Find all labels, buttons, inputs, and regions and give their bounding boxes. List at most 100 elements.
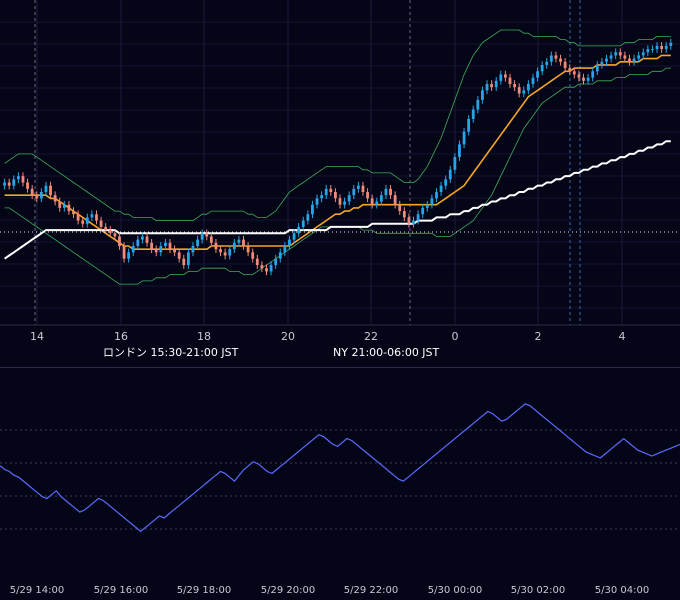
oscillator-grid [0,429,680,530]
candle-up [471,109,475,119]
candle-up [453,157,457,170]
candle-down [177,252,181,259]
candle-up [536,71,539,78]
candle-down [660,45,664,50]
candle-up [136,239,140,246]
candle-up [467,118,471,132]
candle-down [366,192,369,199]
candle-up [448,169,452,180]
oscillator-panel [0,368,680,580]
candle-down [389,188,392,196]
candle-down [513,84,516,88]
candle-down [572,71,576,75]
candle-up [12,179,16,186]
oscillator-x-tick: 5/30 02:00 [510,585,566,596]
candle-down [577,74,581,78]
candle-down [559,58,562,62]
session-tokyo [0,342,98,363]
candle-up [425,204,429,208]
candle-down [246,246,250,253]
candle-up [416,214,420,221]
candle-up [655,45,659,50]
candle-down [173,249,176,253]
candle-up [476,99,480,110]
candle-down [265,268,268,272]
candle-up [641,52,645,56]
candle-up [228,249,232,256]
candle-up [462,131,466,145]
candle-down [517,87,521,94]
candle-up [664,45,668,50]
candle-up [311,204,314,215]
candle-down [168,242,172,250]
candle-up [191,246,195,253]
candle-down [242,239,245,246]
candle-up [356,185,360,189]
candle-up [384,188,388,196]
candle-down [154,249,158,253]
candle-up [85,217,89,224]
candle-up [141,236,144,240]
price-x-tick: 22 [364,330,378,343]
candle-up [586,77,590,81]
oscillator-x-tick: 5/29 14:00 [9,585,65,596]
candle-down [623,55,627,59]
candle-up [439,185,443,192]
candle-down [58,201,62,208]
candle-down [182,258,186,266]
candle-up [637,55,641,59]
candle-up [164,242,167,246]
candle-down [53,195,57,202]
candle-down [393,195,397,205]
candle-down [209,236,213,243]
candle-up [614,52,618,56]
candle-down [398,204,402,212]
candle-down [563,61,567,69]
oscillator-x-tick: 5/29 20:00 [260,585,316,596]
candle-down [35,195,39,199]
candle-up [16,176,20,180]
candle-up [44,185,48,192]
candle-up [347,195,351,202]
candlesticks [3,38,673,276]
candle-up [315,198,319,205]
candle-down [99,220,103,227]
candle-down [490,84,494,88]
oscillator-x-tick: 5/30 00:00 [427,585,483,596]
oscillator-x-tick: 5/29 16:00 [93,585,149,596]
candle-up [522,90,526,94]
candle-up [540,64,544,72]
candle-down [260,265,264,269]
candle-down [508,77,512,84]
candle-up [595,64,599,72]
candle-up [269,265,273,272]
candle-down [255,258,259,266]
candle-up [283,246,287,253]
candle-up [90,214,94,218]
oscillator-series-line [0,403,680,533]
candle-down [205,233,209,237]
candle-down [219,249,222,253]
price-x-tick: 18 [197,330,211,343]
candle-down [150,242,154,250]
candle-down [407,217,411,224]
candle-up [39,192,43,199]
candle-up [435,192,438,199]
session-ny: NY 21:00-06:00 JST [328,342,680,363]
candle-up [200,233,204,240]
candle-down [554,55,558,59]
price-x-tick: 20 [281,330,295,343]
candle-down [26,182,29,189]
candle-up [549,55,553,62]
candle-up [494,80,498,88]
candle-up [430,198,434,205]
moving-averages [4,54,671,260]
candle-up [379,195,383,202]
candle-down [214,242,218,250]
price-x-tick: 0 [451,330,459,343]
candle-down [223,252,227,256]
candle-down [108,230,112,234]
candle-up [375,201,379,205]
candle-down [402,211,406,218]
candle-up [481,90,484,100]
